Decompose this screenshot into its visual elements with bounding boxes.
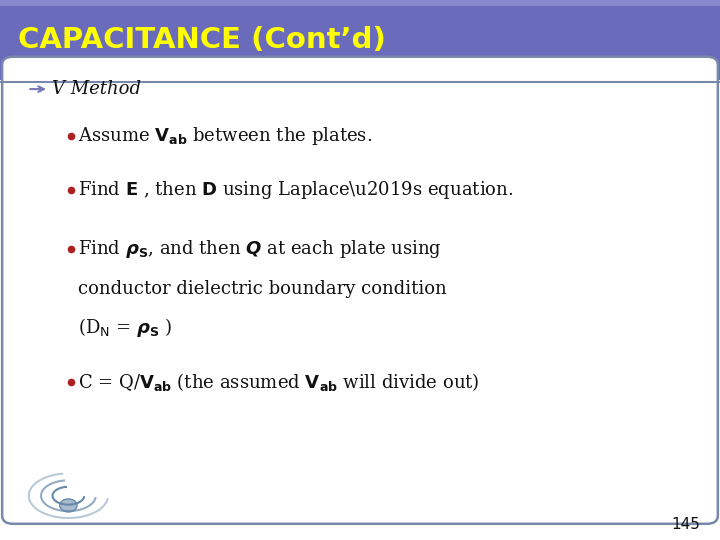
Text: Find $\boldsymbol{\rho}_{\mathbf{S}}$, and then $\boldsymbol{Q}$ at each plate u: Find $\boldsymbol{\rho}_{\mathbf{S}}$, a… — [78, 239, 441, 260]
Circle shape — [60, 499, 77, 512]
Text: 145: 145 — [671, 517, 700, 532]
Text: conductor dielectric boundary condition: conductor dielectric boundary condition — [78, 280, 446, 298]
Text: CAPACITANCE (Cont’d): CAPACITANCE (Cont’d) — [18, 26, 386, 54]
Bar — [0, 0, 720, 6]
Text: C = Q/$\mathbf{V}_{\mathbf{ab}}$ (the assumed $\mathbf{V}_{\mathbf{ab}}$ will di: C = Q/$\mathbf{V}_{\mathbf{ab}}$ (the as… — [78, 372, 480, 393]
Text: V Method: V Method — [52, 80, 141, 98]
Bar — [0, 0, 720, 80]
Text: Find $\mathbf{E}$ , then $\mathbf{D}$ using Laplace\u2019s equation.: Find $\mathbf{E}$ , then $\mathbf{D}$ us… — [78, 179, 513, 201]
Text: Assume $\mathbf{V}_{\mathbf{ab}}$ between the plates.: Assume $\mathbf{V}_{\mathbf{ab}}$ betwee… — [78, 125, 372, 147]
FancyBboxPatch shape — [2, 57, 718, 524]
Text: (D$_{\mathrm{N}}$ = $\boldsymbol{\rho}_{\mathbf{S}}$ ): (D$_{\mathrm{N}}$ = $\boldsymbol{\rho}_{… — [78, 316, 172, 339]
